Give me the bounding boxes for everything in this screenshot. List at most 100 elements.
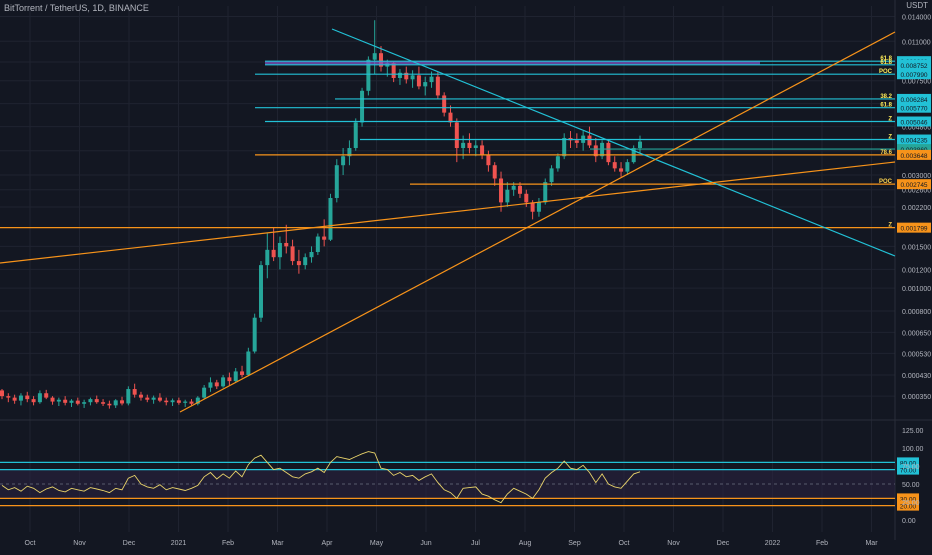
candle-body [555,156,560,169]
candle-body [271,249,276,258]
candle-body [606,142,611,163]
candle-body [353,122,358,149]
ascending-trendline-steep[interactable] [179,31,896,413]
candle-body [511,185,516,190]
candle-body [404,72,409,80]
candle-body [208,382,213,388]
price-level-value: 0.006284 [900,97,927,104]
price-level-tag [897,222,931,233]
candle-body [416,75,421,87]
price-level-value: 0.002745 [900,182,927,189]
candle-body [290,246,295,262]
candle-body [195,397,200,404]
price-tick-label: 0.001200 [902,267,931,274]
rsi-level-tag [897,457,919,468]
candle-body [88,399,93,403]
price-level-value: 0.004235 [900,138,927,145]
price-level-tag [897,149,931,160]
rsi-level-value: 20.00 [900,504,917,511]
price-level-tag [897,69,931,80]
price-level-value: 0.007990 [900,72,927,79]
price-tick-label: 0.001000 [902,286,931,293]
candle-body [347,148,352,157]
candle-body [486,154,491,166]
time-axis[interactable]: Oct Nov Dec 2021 Feb Mar Apr May Jun Jul Aug Sep Oct… [25,540,879,547]
rsi-level-tag [897,500,919,511]
descending-trendline[interactable] [331,28,896,257]
candle-body [467,142,472,149]
candle-body [397,72,402,79]
time-tick-label: 2021 [171,540,187,547]
price-tick-label: 0.003000 [902,173,931,180]
candle-body [44,393,49,398]
candle-body [296,261,301,266]
candle-body [6,396,11,398]
price-tick-label: 0.000800 [902,309,931,316]
price-level-label: 61.8 [880,60,892,66]
time-tick-label: Aug [519,540,532,547]
candle-body [638,141,642,149]
rsi-level-tag [897,464,919,475]
candle-body [113,400,118,406]
candle-body [543,182,548,203]
price-level-label: 78.6 [880,150,892,156]
candle-body [505,189,510,203]
candle-body [587,135,592,146]
candle-body [183,401,188,403]
rsi-tick-label: 125.00 [902,428,924,435]
time-tick-label: Apr [322,540,334,547]
price-tick-label: 0.004800 [902,125,931,132]
time-tick-label: Feb [816,540,828,547]
price-level-tag [897,116,931,127]
price-level-tag [897,93,931,104]
candle-body [176,400,181,403]
price-tick-label: 0.002600 [902,188,931,195]
candle-body [31,399,36,403]
price-tick-label: 0.000530 [902,351,931,358]
candle-body [303,257,308,266]
candle-body [410,75,415,80]
candle-body [284,242,289,247]
price-axis[interactable]: 0.0140000.0110000.0090000.0075000.006000… [902,14,931,401]
rsi-tick-label: 100.00 [902,446,924,453]
candle-body [492,165,497,179]
time-tick-label: Sep [568,540,581,547]
candle-body [0,390,4,397]
candle-body [562,137,567,157]
time-tick-label: Mar [865,540,878,547]
price-level-label: 38.2 [880,94,892,100]
price-level-value: 0.005046 [900,120,927,127]
candle-body [612,162,617,169]
price-level-tag [897,134,931,145]
time-tick-label: Dec [717,540,730,547]
candle-body [246,351,251,375]
candle-body [391,63,396,79]
golden-pocket-zone [265,61,760,65]
price-level-tag [897,59,931,70]
trend-lines[interactable] [0,28,896,413]
rsi-level-value: 70.00 [900,468,917,475]
candle-body [25,395,30,400]
rsi-level-value: 30.00 [900,496,917,503]
candles [0,20,642,409]
candle-body [429,76,434,83]
rsi-level-tag [897,493,919,504]
candle-body [309,251,314,258]
rsi-tick-label: 50.00 [902,482,920,489]
candle-body [240,371,245,375]
candle-body [435,76,440,96]
candle-body [258,265,263,318]
candle-body [334,165,339,198]
candle-body [107,403,112,406]
candle-body [202,387,207,398]
time-tick-label: Feb [222,540,234,547]
rsi-tick-label: 25.00 [902,500,920,507]
currency-label: USDT [906,1,928,10]
ascending-trendline-long[interactable] [0,161,896,264]
candle-body [18,395,23,401]
time-tick-label: Nov [667,540,680,547]
candle-body [75,400,80,404]
